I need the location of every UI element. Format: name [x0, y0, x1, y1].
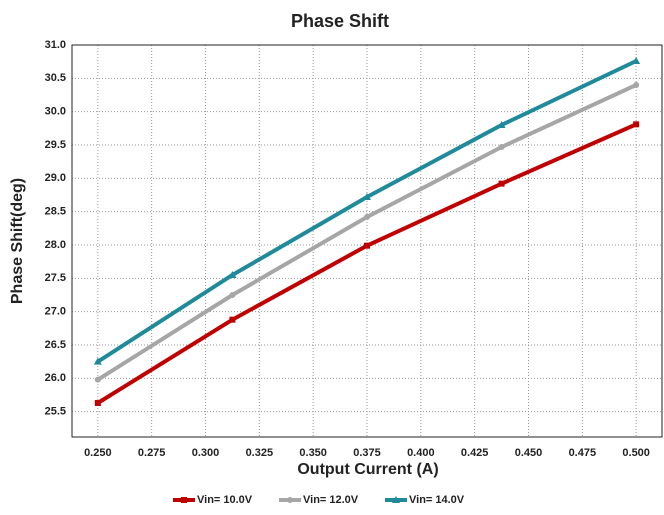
- y-tick-label: 31.0: [45, 39, 66, 51]
- y-tick-label: 28.5: [45, 206, 66, 218]
- marker: [633, 121, 640, 128]
- marker: [229, 316, 236, 323]
- marker: [287, 497, 293, 503]
- marker: [229, 292, 236, 298]
- legend-label: Vin= 14.0V: [409, 494, 465, 506]
- marker: [364, 214, 370, 220]
- marker: [497, 121, 506, 128]
- x-tick-label: 0.325: [246, 447, 274, 459]
- x-tick-label: 0.275: [138, 447, 166, 459]
- x-tick-label: 0.500: [622, 447, 650, 459]
- legend-label: Vin= 12.0V: [303, 494, 359, 506]
- marker: [392, 496, 400, 503]
- marker: [363, 193, 371, 200]
- x-tick-label: 0.425: [461, 447, 489, 459]
- x-axis-label: Output Current (A): [297, 461, 438, 478]
- x-tick-label: 0.400: [407, 447, 435, 459]
- x-tick-label: 0.450: [515, 447, 543, 459]
- series-line: [96, 122, 637, 405]
- x-tick-label: 0.250: [84, 447, 112, 459]
- x-tick-label: 0.350: [299, 447, 327, 459]
- y-tick-label: 29.0: [45, 172, 66, 184]
- x-tick-label: 0.300: [192, 447, 220, 459]
- y-tick-label: 26.5: [45, 339, 66, 351]
- y-tick-label: 27.0: [45, 306, 66, 318]
- x-tick-label: 0.375: [353, 447, 381, 459]
- marker: [94, 400, 101, 406]
- y-tick-label: 28.0: [45, 239, 66, 251]
- y-tick-label: 25.5: [45, 406, 66, 418]
- marker: [632, 57, 641, 64]
- chart-title: Phase Shift: [291, 11, 389, 31]
- marker: [94, 376, 101, 383]
- marker: [633, 82, 640, 88]
- y-tick-label: 30.5: [45, 72, 66, 84]
- plot-border: [71, 44, 663, 438]
- legend-label: Vin= 10.0V: [197, 494, 253, 506]
- y-axis-label: Phase Shift(deg): [9, 178, 26, 304]
- marker: [498, 144, 505, 150]
- marker: [93, 357, 102, 365]
- y-tick-label: 29.5: [45, 139, 66, 151]
- marker: [498, 180, 505, 187]
- marker: [181, 497, 187, 503]
- y-tick-label: 30.0: [45, 106, 66, 118]
- y-tick-label: 27.5: [45, 272, 66, 284]
- y-tick-label: 26.0: [45, 372, 66, 384]
- marker: [364, 242, 370, 249]
- marker: [228, 271, 237, 278]
- x-tick-label: 0.475: [569, 447, 597, 459]
